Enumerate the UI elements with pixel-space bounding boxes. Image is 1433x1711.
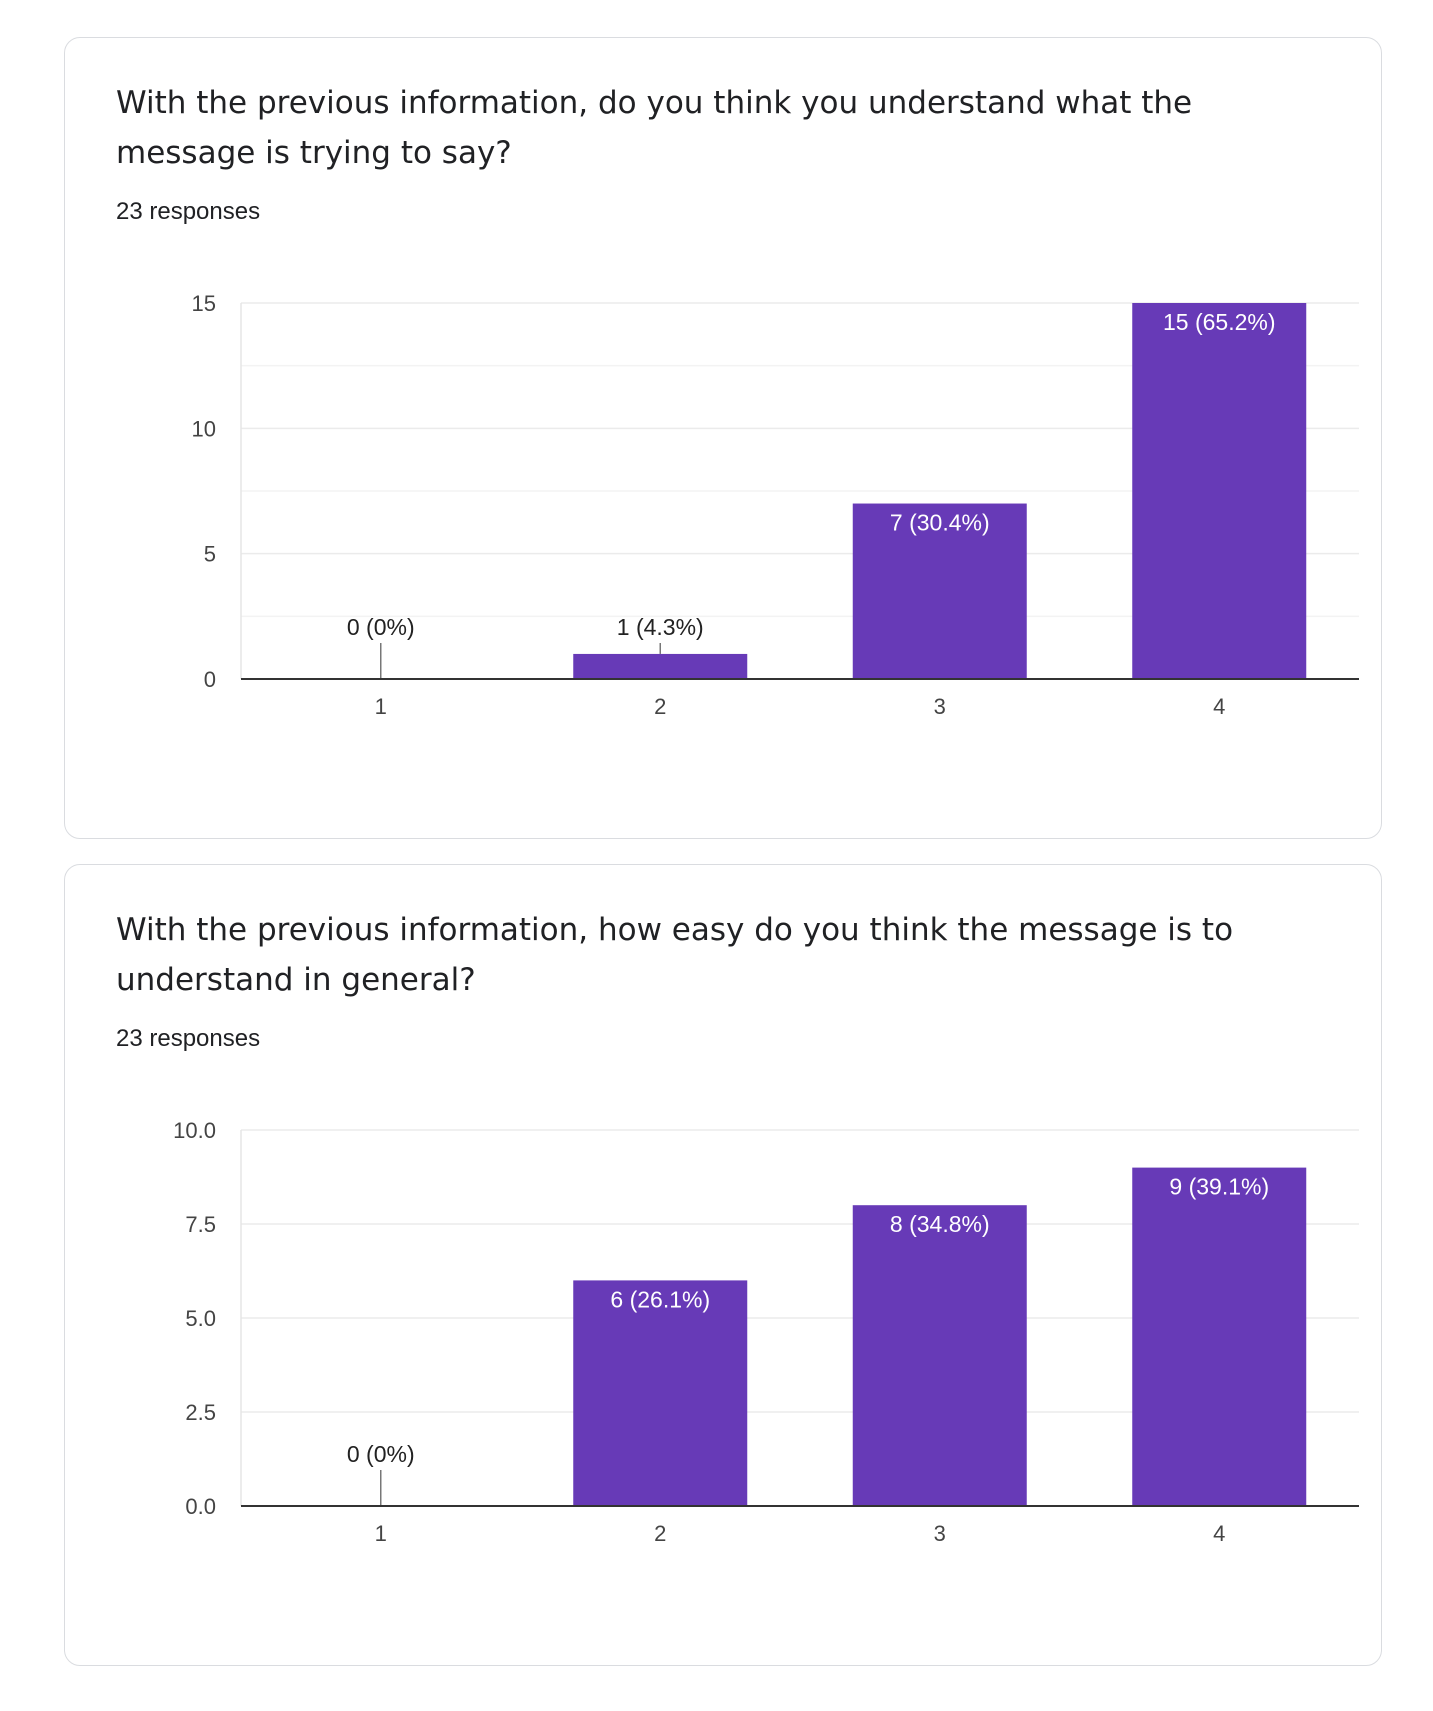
y-tick-label: 10.0 xyxy=(173,1118,216,1143)
y-tick-label: 0.0 xyxy=(185,1494,216,1519)
data-label: 1 (4.3%) xyxy=(617,614,704,640)
y-tick-label: 2.5 xyxy=(185,1400,216,1425)
data-label: 6 (26.1%) xyxy=(610,1286,710,1312)
y-tick-label: 10 xyxy=(192,416,216,441)
bar xyxy=(1132,303,1307,679)
data-label: 8 (34.8%) xyxy=(890,1211,990,1237)
x-tick-label: 2 xyxy=(654,694,666,719)
y-tick-label: 5 xyxy=(204,542,216,567)
x-tick-label: 3 xyxy=(934,694,946,719)
bar xyxy=(1132,1167,1307,1506)
x-tick-label: 4 xyxy=(1213,694,1225,719)
bar xyxy=(573,1280,748,1506)
bar-chart-understand: 0 5 10 15 0 (0%) 1 1 (4.3%) 2 7 (30.4%) 3 15 (65.2… xyxy=(192,291,1359,719)
bar-chart-ease: 0.0 2.5 5.0 7.5 10.0 0 (0%) 1 6 (26.1%) 2 8 (34.8… xyxy=(173,1118,1359,1546)
y-tick-label: 0 xyxy=(204,667,216,692)
bar xyxy=(573,653,748,679)
data-label: 15 (65.2%) xyxy=(1163,309,1276,335)
x-tick-label: 4 xyxy=(1213,1521,1225,1546)
bar xyxy=(852,1205,1027,1506)
data-label: 7 (30.4%) xyxy=(890,510,990,536)
response-count: 23 responses xyxy=(116,1025,261,1052)
x-tick-label: 1 xyxy=(375,1521,387,1546)
data-label: 0 (0%) xyxy=(347,1441,415,1467)
question-title: With the previous information, do you th… xyxy=(116,85,1193,171)
data-label: 0 (0%) xyxy=(347,614,415,640)
y-tick-label: 7.5 xyxy=(185,1212,216,1237)
response-count: 23 responses xyxy=(116,198,261,225)
x-tick-label: 1 xyxy=(375,694,387,719)
x-tick-label: 2 xyxy=(654,1521,666,1546)
x-tick-label: 3 xyxy=(934,1521,946,1546)
y-tick-label: 5.0 xyxy=(185,1306,216,1331)
question-title: With the previous information, how easy … xyxy=(116,912,1234,998)
bar xyxy=(852,503,1027,679)
chart-card-understand: With the previous information, do you th… xyxy=(64,37,1382,839)
y-tick-label: 15 xyxy=(192,291,216,316)
data-label: 9 (39.1%) xyxy=(1169,1174,1269,1200)
chart-card-ease: With the previous information, how easy … xyxy=(64,864,1382,1666)
